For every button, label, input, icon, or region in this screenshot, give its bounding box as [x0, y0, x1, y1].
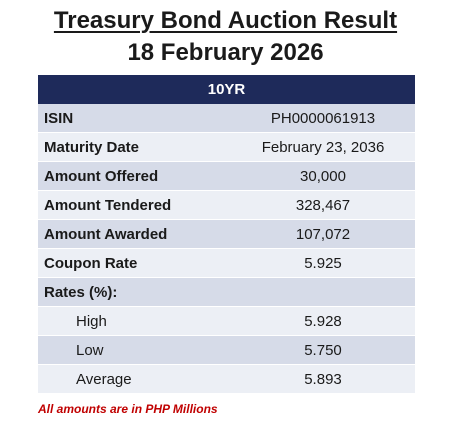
auction-result-table: 10YR ISIN PH0000061913 Maturity Date Feb… — [38, 75, 415, 394]
row-label: Maturity Date — [44, 138, 140, 156]
row-label: Amount Offered — [44, 167, 159, 185]
table-row-rate-average: Average 5.893 — [38, 365, 415, 394]
row-label: Coupon Rate — [44, 254, 138, 272]
row-value: February 23, 2036 — [261, 138, 385, 156]
row-label: ISIN — [44, 109, 74, 127]
row-value: 5.928 — [304, 312, 342, 330]
row-value: 5.893 — [304, 370, 342, 388]
table-row-maturity-date: Maturity Date February 23, 2036 — [38, 133, 415, 162]
table-row-rate-high: High 5.928 — [38, 307, 415, 336]
row-label: Amount Awarded — [44, 225, 168, 243]
row-label: Average — [76, 370, 132, 388]
table-row-amount-tendered: Amount Tendered 328,467 — [38, 191, 415, 220]
row-value: 107,072 — [295, 225, 351, 243]
table-row-rate-low: Low 5.750 — [38, 336, 415, 365]
currency-note: All amounts are in PHP Millions — [38, 402, 218, 416]
row-label: Amount Tendered — [44, 196, 172, 214]
row-value: 30,000 — [300, 167, 346, 185]
table-row-coupon-rate: Coupon Rate 5.925 — [38, 249, 415, 278]
table-header-tenor: 10YR — [38, 75, 415, 104]
table-row-rates-heading: Rates (%): — [38, 278, 415, 307]
table-row-isin: ISIN PH0000061913 — [38, 104, 415, 133]
table-row-amount-offered: Amount Offered 30,000 — [38, 162, 415, 191]
row-value: PH0000061913 — [270, 109, 376, 127]
row-value: 5.925 — [304, 254, 342, 272]
row-label: High — [76, 312, 107, 330]
row-label: Rates (%): — [44, 283, 118, 301]
row-label: Low — [76, 341, 104, 359]
row-value: 5.750 — [304, 341, 342, 359]
table-row-amount-awarded: Amount Awarded 107,072 — [38, 220, 415, 249]
page-title: Treasury Bond Auction Result — [53, 7, 398, 34]
row-value: 328,467 — [295, 196, 351, 214]
auction-date: 18 February 2026 — [127, 39, 324, 66]
